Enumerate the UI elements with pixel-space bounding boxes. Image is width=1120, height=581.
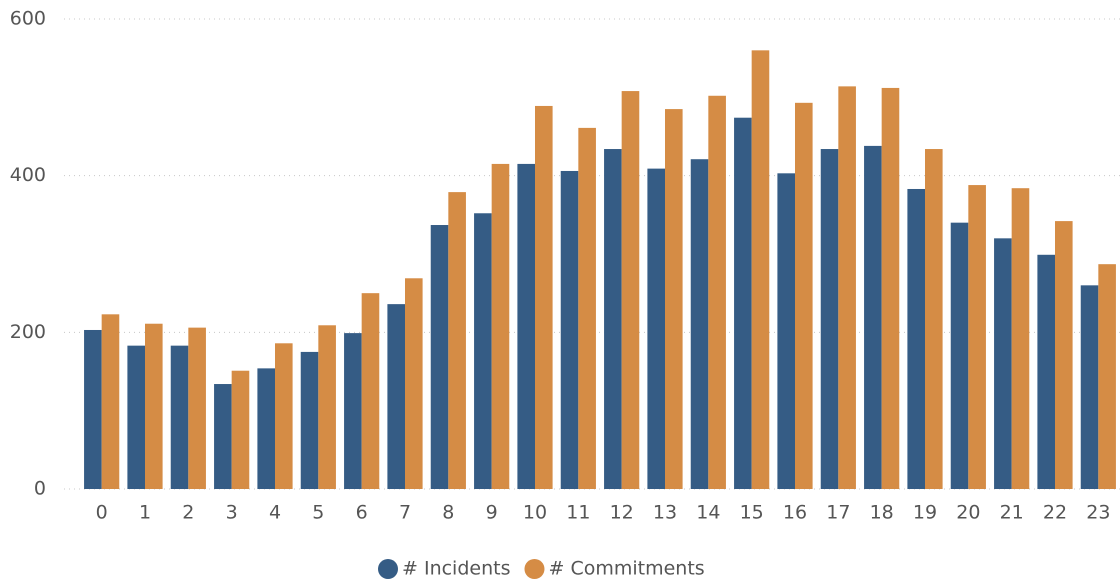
- bar: [647, 168, 665, 489]
- bar: [881, 87, 900, 489]
- bar: [361, 293, 380, 489]
- bar: [994, 238, 1012, 489]
- legend-label: # Incidents: [402, 558, 510, 580]
- bar: [84, 329, 102, 489]
- bar: [907, 188, 925, 489]
- bar: [864, 145, 882, 489]
- bar: [145, 323, 163, 489]
- bar: [734, 117, 752, 489]
- bar: [1080, 285, 1099, 489]
- bar: [344, 333, 362, 489]
- x-tick-label: 13: [653, 502, 677, 524]
- bar: [1055, 221, 1073, 489]
- x-tick-label: 4: [269, 502, 281, 524]
- bar: [621, 91, 640, 490]
- x-tick-label: 0: [96, 502, 108, 524]
- bar: [578, 127, 596, 489]
- bar: [101, 314, 120, 489]
- bar: [491, 163, 510, 489]
- bar: [275, 343, 293, 489]
- x-tick-label: 1: [139, 502, 151, 524]
- bar: [690, 159, 709, 489]
- bar: [188, 327, 206, 489]
- x-tick-label: 16: [783, 502, 807, 524]
- bar: [535, 105, 553, 489]
- x-tick-label: 6: [356, 502, 368, 524]
- bar: [448, 192, 466, 489]
- y-tick-label: 0: [34, 478, 46, 500]
- x-tick-label: 7: [399, 502, 411, 524]
- bar: [430, 225, 449, 489]
- x-tick-label: 19: [913, 502, 937, 524]
- x-tick-label: 23: [1086, 502, 1110, 524]
- bar: [1098, 264, 1116, 489]
- legend-marker: [524, 559, 545, 579]
- bar: [665, 109, 683, 489]
- bar: [968, 185, 986, 490]
- bar: [318, 325, 336, 489]
- x-tick-label: 17: [826, 502, 850, 524]
- bar: [560, 170, 579, 489]
- y-tick-label: 200: [10, 321, 46, 343]
- bar: [127, 345, 145, 489]
- bar: [751, 50, 770, 489]
- x-tick-label: 3: [226, 502, 238, 524]
- bar: [838, 86, 856, 489]
- x-tick-label: 2: [182, 502, 194, 524]
- bar: [708, 95, 726, 490]
- bar: [170, 345, 189, 489]
- bar: [405, 278, 423, 489]
- x-tick-label: 15: [740, 502, 764, 524]
- bar: [777, 173, 795, 490]
- y-tick-label: 600: [10, 8, 46, 30]
- y-tick-label: 400: [10, 164, 46, 186]
- x-tick-label: 21: [1000, 502, 1024, 524]
- x-tick-label: 12: [610, 502, 634, 524]
- bar: [387, 304, 405, 489]
- bar: [925, 149, 943, 490]
- x-tick-label: 20: [956, 502, 980, 524]
- x-tick-label: 9: [486, 502, 498, 524]
- x-tick-label: 8: [442, 502, 454, 524]
- bar: [517, 163, 535, 489]
- x-tick-label: 10: [523, 502, 547, 524]
- x-tick-label: 14: [696, 502, 720, 524]
- bar: [300, 351, 319, 489]
- bar: [795, 102, 813, 490]
- bar: [820, 149, 839, 490]
- bar: [1011, 188, 1030, 489]
- bar: [604, 149, 622, 490]
- bar: [950, 222, 969, 489]
- bar: [1037, 254, 1055, 489]
- bar: [257, 368, 275, 489]
- bar: [474, 213, 492, 489]
- x-tick-label: 22: [1043, 502, 1067, 524]
- legend-label: # Commitments: [548, 558, 704, 580]
- bar: [214, 384, 232, 489]
- legend-marker: [378, 559, 398, 579]
- bar: [231, 370, 250, 489]
- x-tick-label: 11: [566, 502, 590, 524]
- x-tick-label: 5: [312, 502, 324, 524]
- x-tick-label: 18: [870, 502, 894, 524]
